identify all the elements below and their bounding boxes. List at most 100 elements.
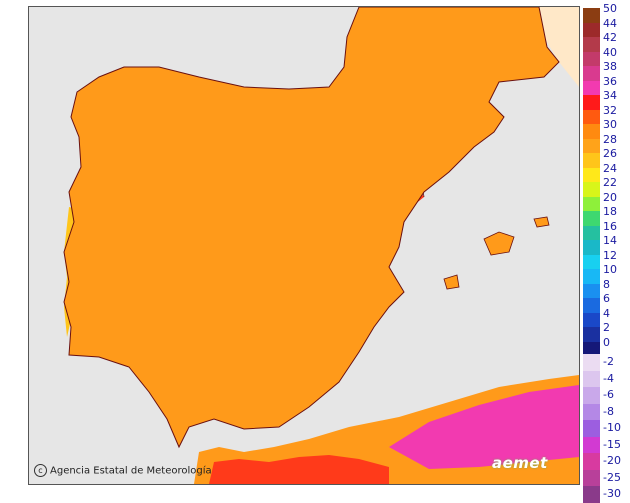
legend-label: -2 [603, 355, 614, 368]
legend-row: 36 [583, 75, 629, 95]
legend-swatch [583, 254, 600, 269]
legend-label: 6 [603, 292, 610, 305]
legend-swatch [583, 370, 600, 387]
legend-label: 24 [603, 161, 617, 175]
legend-label: 20 [603, 190, 617, 204]
attribution-text: Agencia Estatal de Meteorología [50, 465, 212, 477]
legend-row: 28 [583, 133, 629, 153]
aemet-watermark: aemet [492, 454, 548, 472]
legend-swatch [583, 182, 600, 197]
legend-row: -30 [583, 486, 629, 503]
legend-label: 14 [603, 234, 617, 247]
legend-swatch [583, 354, 600, 371]
legend-label: 0 [603, 335, 610, 349]
legend-swatch [583, 486, 600, 503]
legend-swatch [583, 80, 600, 95]
legend-label: -25 [603, 470, 621, 484]
legend-label: 28 [603, 132, 617, 146]
legend-swatch [583, 403, 600, 420]
legend-row: 26 [583, 147, 629, 168]
legend-row: -8 [583, 403, 629, 420]
island-ibiza [443, 274, 460, 290]
legend-swatch [583, 167, 600, 182]
island-menorca [533, 216, 550, 228]
legend-label: 30 [603, 118, 617, 131]
legend-row: 2 [583, 321, 629, 342]
legend-label: -4 [603, 371, 614, 385]
legend-swatch [583, 211, 600, 226]
legend-row: 42 [583, 31, 629, 52]
temperature-map [28, 6, 580, 485]
legend-row: 20 [583, 191, 629, 211]
attribution: c Agencia Estatal de Meteorología [34, 464, 212, 477]
legend-row: 50 [583, 2, 629, 23]
legend-row: 38 [583, 60, 629, 81]
legend-row: 12 [583, 249, 629, 269]
legend-swatch [583, 109, 600, 124]
legend-swatch [583, 8, 600, 23]
legend-swatch [583, 469, 600, 486]
legend-swatch [583, 153, 600, 168]
legend-swatch [583, 51, 600, 66]
legend-label: -10 [603, 421, 621, 434]
legend-swatch [583, 312, 600, 327]
legend-label: 10 [603, 263, 617, 276]
legend-swatch [583, 138, 600, 153]
legend-row: -2 [583, 354, 629, 371]
legend-label: 16 [603, 219, 617, 233]
legend-swatch [583, 327, 600, 342]
legend-swatch [583, 298, 600, 313]
legend-row: 30 [583, 118, 629, 139]
legend-row: 18 [583, 205, 629, 226]
legend-row: 10 [583, 263, 629, 284]
legend-swatch [583, 196, 600, 211]
legend-swatch [583, 283, 600, 298]
legend-label: 42 [603, 31, 617, 44]
legend-row: -6 [583, 387, 629, 404]
legend-label: 40 [603, 45, 617, 59]
legend-row: 34 [583, 89, 629, 110]
legend-label: 12 [603, 248, 617, 262]
legend-row: 0 [583, 336, 629, 356]
legend-label: 34 [603, 89, 617, 102]
legend-label: 36 [603, 74, 617, 88]
legend-swatch [583, 269, 600, 284]
legend-row: -15 [583, 436, 629, 453]
legend-label: 4 [603, 306, 610, 320]
legend-label: -8 [603, 404, 614, 418]
zone-red-north-africa [209, 455, 389, 484]
zone-pink-north-africa [389, 385, 579, 469]
legend-row: 40 [583, 46, 629, 66]
iberia-temperature-svg [29, 7, 579, 484]
legend-label: 22 [603, 176, 617, 189]
legend-label: -30 [603, 487, 621, 500]
legend-label: -15 [603, 437, 621, 451]
copyright-icon: c [34, 464, 47, 477]
island-mallorca [483, 231, 515, 256]
legend-row: -10 [583, 420, 629, 437]
legend-row: 8 [583, 278, 629, 298]
legend-row: 24 [583, 162, 629, 182]
legend-swatch [583, 95, 600, 110]
legend-label: -20 [603, 454, 621, 467]
legend-swatch [583, 225, 600, 240]
legend-swatch [583, 37, 600, 52]
legend-swatch [583, 436, 600, 453]
legend-swatch [583, 124, 600, 139]
legend-row: 6 [583, 292, 629, 313]
legend-label: 38 [603, 60, 617, 73]
legend-label: 50 [603, 2, 617, 15]
legend-label: 2 [603, 321, 610, 334]
france-pale-area [539, 7, 579, 87]
legend-swatch [583, 341, 600, 356]
legend-row: -20 [583, 453, 629, 470]
legend-swatch [583, 22, 600, 37]
legend-swatch [583, 66, 600, 81]
legend-label: 32 [603, 103, 617, 117]
legend-row: 4 [583, 307, 629, 327]
legend-swatch [583, 453, 600, 470]
legend-label: -6 [603, 388, 614, 401]
legend-row: -4 [583, 370, 629, 387]
legend-label: 8 [603, 277, 610, 291]
legend-swatch [583, 240, 600, 255]
